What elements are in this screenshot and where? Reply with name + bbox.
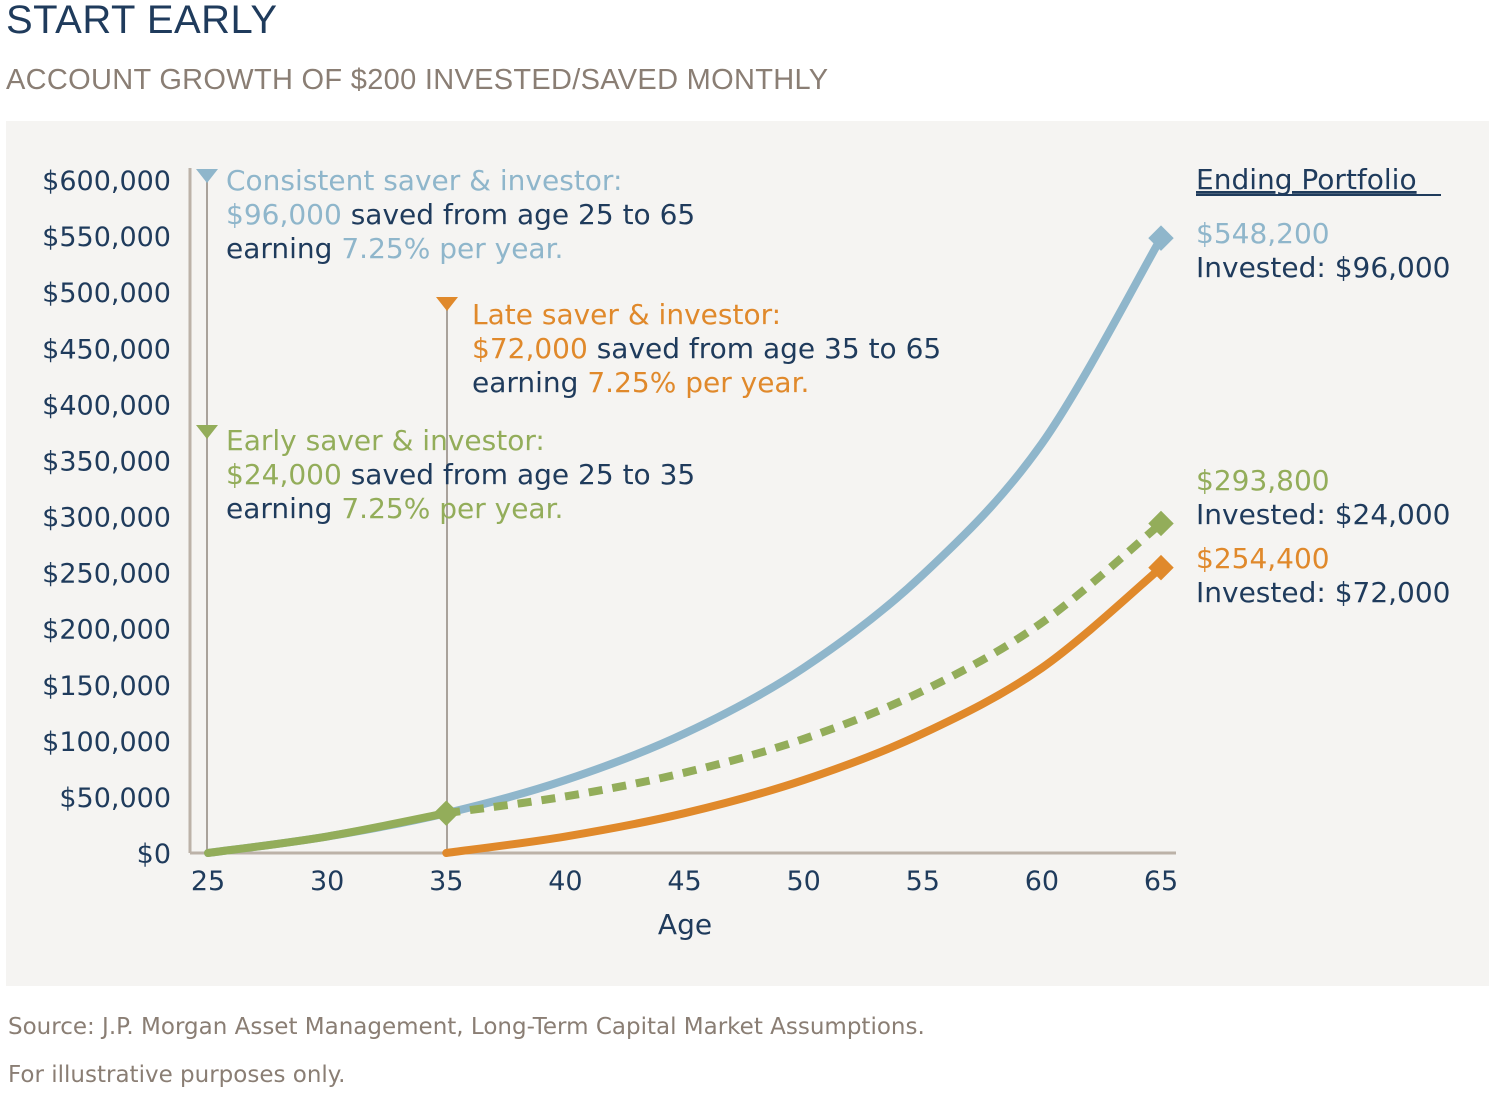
consistent-annotation-rate-line: earning 7.25% per year. — [226, 232, 563, 265]
illustrative-note: For illustrative purposes only. — [8, 1062, 346, 1088]
y-tick-label: $600,000 — [42, 166, 171, 197]
consistent-annotation-title: Consistent saver & investor: — [226, 164, 622, 197]
early-series-dashed-line — [445, 520, 1164, 818]
late-annotation-amount-line: $72,000 saved from age 35 to 65 — [472, 332, 941, 365]
consistent-marker-triangle — [196, 169, 218, 183]
consistent-annotation-amount-line: $96,000 saved from age 25 to 65 — [226, 198, 695, 231]
y-tick-label: $250,000 — [42, 559, 171, 590]
y-tick-label: $0 — [137, 839, 171, 870]
late-annotation-amount: $72,000 — [472, 332, 588, 365]
x-tick-label: 35 — [429, 866, 463, 897]
x-tick-label: 45 — [667, 866, 701, 897]
consistent-annotation-rate: 7.25% per year. — [341, 232, 563, 265]
late-series-line — [442, 563, 1165, 857]
y-tick-label: $400,000 — [42, 390, 171, 421]
early-ending-value: $293,800 — [1196, 464, 1330, 497]
consistent-annotation-amount: $96,000 — [226, 198, 342, 231]
x-tick-label: 25 — [191, 866, 225, 897]
early-annotation-rate-line: earning 7.25% per year. — [226, 492, 563, 525]
early-marker-triangle — [196, 425, 218, 439]
y-tick-label: $200,000 — [42, 615, 171, 646]
late-annotation-rate-line: earning 7.25% per year. — [472, 366, 809, 399]
page-subtitle: ACCOUNT GROWTH OF $200 INVESTED/SAVED MO… — [6, 64, 829, 96]
x-tick-label: 55 — [906, 866, 940, 897]
late-ending-value: $254,400 — [1196, 542, 1330, 575]
early-annotation-amount-line: $24,000 saved from age 25 to 35 — [226, 458, 695, 491]
source-note: Source: J.P. Morgan Asset Management, Lo… — [8, 1014, 925, 1040]
y-tick-label: $150,000 — [42, 671, 171, 702]
early-series-solid-line — [204, 809, 451, 857]
late-annotation-title: Late saver & investor: — [472, 298, 781, 331]
late-annotation-rate: 7.25% per year. — [587, 366, 809, 399]
series-layer — [204, 225, 1174, 857]
consistent-ending-value: $548,200 — [1196, 217, 1330, 250]
early-annotation-title: Early saver & investor: — [226, 424, 545, 457]
x-axis-title: Age — [658, 908, 712, 941]
y-tick-label: $100,000 — [42, 727, 171, 758]
y-tick-label: $300,000 — [42, 503, 171, 534]
y-tick-label: $50,000 — [59, 783, 171, 814]
early-annotation-amount: $24,000 — [226, 458, 342, 491]
x-tick-label: 65 — [1144, 866, 1178, 897]
y-tick-label: $550,000 — [42, 222, 171, 253]
x-tick-label: 50 — [786, 866, 820, 897]
axis-layer: $0 $50,000 $100,000 $150,000 $200,000 $250,00… — [42, 166, 1178, 941]
consistent-invested-amount: Invested: $96,000 — [1196, 251, 1451, 284]
early-stop-marker — [433, 800, 459, 826]
ending-portfolio-heading: Ending Portfolio — [1196, 163, 1417, 196]
label-layer: Consistent saver & investor:$96,000 save… — [226, 163, 1451, 609]
x-tick-label: 40 — [548, 866, 582, 897]
y-tick-label: $350,000 — [42, 446, 171, 477]
y-tick-label: $450,000 — [42, 334, 171, 365]
x-tick-label: 60 — [1025, 866, 1059, 897]
early-invested-amount: Invested: $24,000 — [1196, 498, 1451, 531]
early-annotation-rate: 7.25% per year. — [341, 492, 563, 525]
x-tick-label: 30 — [310, 866, 344, 897]
late-invested-amount: Invested: $72,000 — [1196, 576, 1451, 609]
y-tick-label: $500,000 — [42, 278, 171, 309]
start-marker-layer — [196, 169, 458, 853]
chart-panel — [6, 121, 1489, 986]
page-title: START EARLY — [6, 0, 278, 42]
late-marker-triangle — [436, 297, 458, 311]
